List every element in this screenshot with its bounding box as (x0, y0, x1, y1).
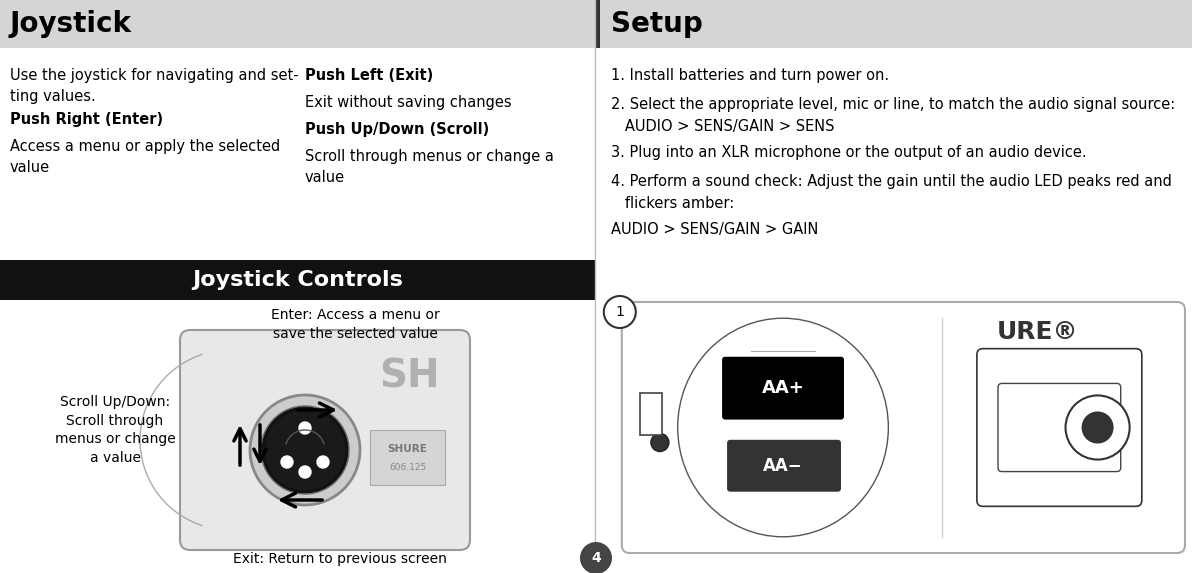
Text: 1. Install batteries and turn power on.: 1. Install batteries and turn power on. (610, 68, 889, 83)
Bar (595, 0, 600, 48)
Circle shape (581, 542, 611, 573)
FancyBboxPatch shape (998, 383, 1120, 472)
Text: SH: SH (379, 358, 440, 396)
Text: Joystick Controls: Joystick Controls (192, 270, 403, 290)
FancyBboxPatch shape (180, 330, 470, 550)
Circle shape (317, 456, 329, 468)
Text: AUDIO > SENS/GAIN > GAIN: AUDIO > SENS/GAIN > GAIN (610, 222, 818, 237)
Text: 1: 1 (615, 305, 625, 319)
Text: Scroll Up/Down:
Scroll through
menus or change
a value: Scroll Up/Down: Scroll through menus or … (55, 395, 175, 465)
Text: Enter: Access a menu or
save the selected value: Enter: Access a menu or save the selecte… (271, 308, 440, 342)
Text: 2. Select the appropriate level, mic or line, to match the audio signal source:
: 2. Select the appropriate level, mic or … (610, 97, 1175, 134)
Text: 4. Perform a sound check: Adjust the gain until the audio LED peaks red and
   f: 4. Perform a sound check: Adjust the gai… (610, 174, 1172, 211)
Text: AA+: AA+ (762, 379, 805, 397)
Ellipse shape (678, 318, 888, 537)
Text: Exit without saving changes: Exit without saving changes (305, 95, 511, 110)
Circle shape (299, 466, 311, 478)
FancyBboxPatch shape (622, 302, 1185, 553)
Bar (640, 393, 662, 434)
Circle shape (1066, 395, 1130, 460)
Circle shape (651, 434, 669, 452)
Bar (0, 260, 595, 300)
Text: Push Up/Down (Scroll): Push Up/Down (Scroll) (305, 122, 489, 137)
FancyBboxPatch shape (977, 348, 1142, 507)
FancyBboxPatch shape (722, 357, 844, 419)
FancyBboxPatch shape (727, 440, 840, 492)
Circle shape (299, 422, 311, 434)
Bar (0, 0, 595, 48)
Text: SHURE: SHURE (387, 444, 428, 454)
Bar (595, 0, 1192, 48)
Text: AA−: AA− (763, 457, 803, 475)
Circle shape (1081, 411, 1113, 444)
Text: 4: 4 (591, 551, 601, 565)
Text: Exit: Return to previous screen: Exit: Return to previous screen (234, 552, 447, 566)
Text: Scroll through menus or change a
value: Scroll through menus or change a value (305, 149, 554, 185)
Circle shape (250, 395, 360, 505)
Text: Push Right (Enter): Push Right (Enter) (10, 112, 163, 127)
Circle shape (604, 296, 635, 328)
Text: 606.125: 606.125 (389, 463, 426, 472)
FancyBboxPatch shape (370, 430, 445, 485)
Text: URE®: URE® (997, 320, 1078, 344)
Text: Access a menu or apply the selected
value: Access a menu or apply the selected valu… (10, 139, 280, 175)
Text: Push Left (Exit): Push Left (Exit) (305, 68, 433, 83)
Circle shape (263, 408, 347, 492)
Text: 3. Plug into an XLR microphone or the output of an audio device.: 3. Plug into an XLR microphone or the ou… (610, 145, 1086, 160)
Text: Joystick: Joystick (10, 10, 132, 38)
Text: Use the joystick for navigating and set-
ting values.: Use the joystick for navigating and set-… (10, 68, 299, 104)
Circle shape (281, 456, 293, 468)
Ellipse shape (688, 339, 879, 516)
Text: Setup: Setup (610, 10, 702, 38)
